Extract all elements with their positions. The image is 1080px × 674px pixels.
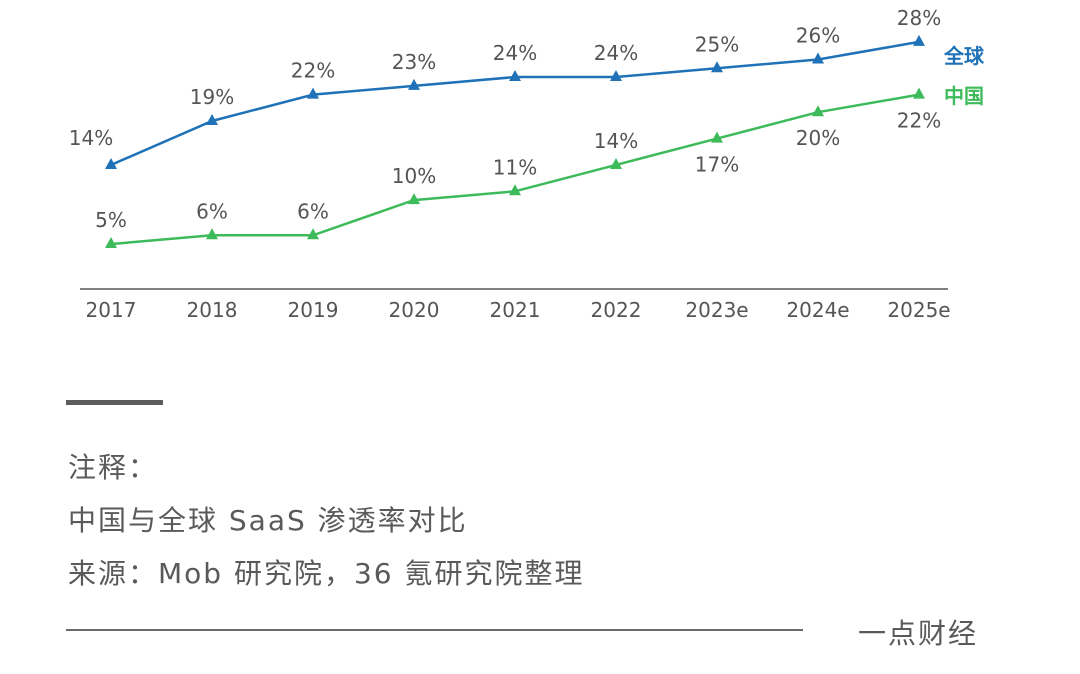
data-point-marker bbox=[711, 131, 723, 143]
data-point-marker bbox=[913, 34, 925, 46]
data-point-marker bbox=[105, 237, 117, 249]
data-point-marker bbox=[610, 70, 622, 82]
data-point-marker bbox=[105, 157, 117, 169]
data-label: 17% bbox=[695, 153, 739, 177]
data-point-marker bbox=[509, 70, 521, 82]
x-tick-label: 2021 bbox=[490, 298, 541, 322]
data-label: 28% bbox=[897, 6, 941, 30]
x-tick-label: 2019 bbox=[288, 298, 339, 322]
data-label: 11% bbox=[493, 155, 537, 179]
data-label: 22% bbox=[291, 59, 335, 83]
source-text: 来源：Mob 研究院，36 氪研究院整理 bbox=[68, 557, 585, 590]
x-tick-label: 2017 bbox=[86, 298, 137, 322]
data-point-marker bbox=[711, 61, 723, 73]
legend-entry: 中国 bbox=[944, 84, 984, 108]
data-label: 14% bbox=[69, 126, 113, 150]
data-point-marker bbox=[509, 184, 521, 196]
data-point-marker bbox=[812, 105, 824, 117]
data-label: 20% bbox=[796, 126, 840, 150]
data-point-marker bbox=[812, 52, 824, 64]
data-point-marker bbox=[408, 78, 420, 90]
data-label: 23% bbox=[392, 50, 436, 74]
decorative-divider bbox=[66, 400, 163, 405]
line-chart: 2017 2018 2019 2020 2021 2022 2023e 2024e 2025e 1… bbox=[69, 6, 985, 322]
x-tick-label: 2020 bbox=[389, 298, 440, 322]
chart-caption: 中国与全球 SaaS 渗透率对比 bbox=[68, 504, 468, 537]
data-label: 5% bbox=[95, 208, 127, 232]
data-point-marker bbox=[206, 113, 218, 125]
data-label: 10% bbox=[392, 164, 436, 188]
notes-heading: 注释： bbox=[68, 451, 159, 484]
data-point-marker bbox=[307, 228, 319, 240]
data-point-marker bbox=[206, 228, 218, 240]
x-tick-label: 2023e bbox=[685, 298, 748, 322]
data-point-marker bbox=[610, 157, 622, 169]
data-label: 24% bbox=[493, 41, 537, 65]
data-label: 24% bbox=[594, 41, 638, 65]
data-label: 6% bbox=[297, 199, 329, 223]
brand-name: 一点财经 bbox=[858, 617, 979, 650]
x-tick-label: 2018 bbox=[187, 298, 238, 322]
data-point-marker bbox=[307, 87, 319, 99]
x-tick-label: 2024e bbox=[786, 298, 849, 322]
data-label: 19% bbox=[190, 85, 234, 109]
x-tick-label: 2025e bbox=[887, 298, 950, 322]
data-label: 6% bbox=[196, 199, 228, 223]
data-label: 26% bbox=[796, 23, 840, 47]
x-tick-label: 2022 bbox=[591, 298, 642, 322]
data-label: 22% bbox=[897, 109, 941, 133]
data-point-marker bbox=[408, 193, 420, 205]
legend-entry: 全球 bbox=[943, 44, 985, 68]
data-label: 25% bbox=[695, 32, 739, 56]
data-label: 14% bbox=[594, 129, 638, 153]
footer-divider bbox=[66, 629, 803, 631]
data-point-marker bbox=[913, 87, 925, 99]
